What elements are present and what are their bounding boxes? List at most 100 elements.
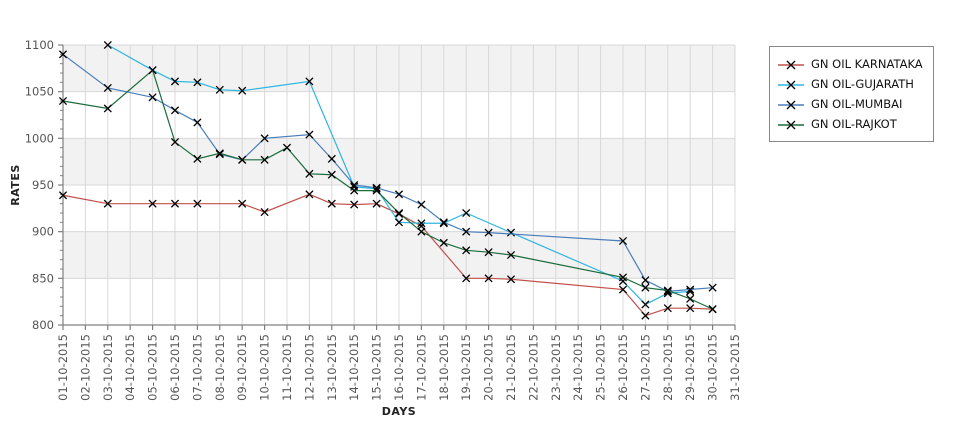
legend-marker-icon [778,117,804,131]
legend-item[interactable]: GN OIL-GUJARATH [778,74,923,94]
legend-item[interactable]: GN OIL-RAJKOT [778,114,923,134]
data-point-marker [506,228,516,237]
data-point-marker [417,227,426,236]
data-point-marker [372,186,381,195]
y-tick-label: 1000 [25,131,54,145]
data-point-marker [484,274,493,283]
legend-marker-icon [778,77,804,91]
x-tick-label: 01-10-2015 [56,334,70,401]
data-point-marker [260,134,269,143]
x-tick-label: 08-10-2015 [213,334,227,401]
data-point-marker [618,236,628,246]
data-point-marker [462,227,471,236]
data-point-marker [170,138,180,147]
x-tick-label: 24-10-2015 [571,334,585,401]
data-point-marker [394,208,404,218]
data-point-marker [305,190,314,199]
x-tick-label: 25-10-2015 [594,334,608,401]
data-point-marker [663,287,672,296]
data-point-marker [148,199,157,208]
data-point-marker [708,305,717,314]
x-tick-label: 02-10-2015 [78,334,92,401]
data-point-marker [663,286,672,295]
data-point-marker [238,86,247,95]
x-axis-title: DAYS [382,405,416,418]
data-point-marker [215,85,224,94]
series-line [62,53,713,293]
data-point-marker [282,143,292,152]
data-point-marker [462,208,471,218]
data-point-marker [170,199,180,208]
series-gn-oil-rajkot [58,66,717,314]
data-point-marker [58,191,68,200]
data-point-marker [641,300,650,309]
x-tick-label: 20-10-2015 [482,334,496,401]
data-point-marker [193,78,202,87]
data-point-marker [506,250,516,260]
x-tick-label: 27-10-2015 [638,334,652,401]
x-tick-label: 28-10-2015 [661,334,675,401]
x-tick-label: 05-10-2015 [146,334,160,401]
legend-item-label: GN OIL-MUMBAI [811,97,903,111]
data-point-marker [641,311,650,320]
data-point-marker [686,285,695,294]
data-point-marker [350,200,359,209]
data-point-marker [193,199,202,208]
legend-marker-icon [778,57,804,71]
data-point-marker [372,199,381,208]
x-tick-label: 23-10-2015 [549,334,563,401]
x-tick-label: 14-10-2015 [347,334,361,401]
data-point-marker [350,186,359,195]
x-tick-label: 11-10-2015 [280,334,294,401]
x-tick-label: 12-10-2015 [302,334,316,401]
data-point-marker [193,154,202,163]
data-point-marker [170,77,180,86]
legend-item[interactable]: GN OIL-MUMBAI [778,94,923,114]
data-point-marker [663,304,672,313]
data-point-marker [484,228,493,237]
x-tick-label: 21-10-2015 [504,334,518,401]
data-point-marker [327,170,336,179]
data-point-marker [417,219,426,228]
data-point-marker [439,218,448,227]
data-point-marker [305,169,314,178]
data-point-marker [506,275,516,284]
series-line [107,44,691,306]
legend-item[interactable]: GN OIL KARNATAKA [778,54,923,74]
legend-item-label: GN OIL-RAJKOT [811,117,897,131]
x-tick-label: 16-10-2015 [392,334,406,401]
x-tick-label: 18-10-2015 [437,334,451,401]
data-point-marker [439,238,448,247]
data-point-marker [170,106,180,115]
data-point-marker [641,276,650,285]
x-tick-label: 09-10-2015 [235,334,249,401]
x-tick-label: 17-10-2015 [414,334,428,401]
data-point-marker [58,96,68,106]
x-tick-label: 13-10-2015 [325,334,339,401]
data-point-marker [148,93,157,102]
data-point-marker [238,155,247,164]
x-tick-label: 29-10-2015 [683,334,697,401]
data-point-marker [305,77,314,86]
data-point-marker [148,66,157,75]
data-point-marker [462,246,471,255]
x-tick-label: 30-10-2015 [706,334,720,401]
data-point-marker [618,273,628,282]
data-point-marker [462,274,471,283]
y-tick-label: 850 [32,271,54,285]
y-tick-label: 900 [32,225,54,239]
data-point-marker [641,283,650,292]
data-point-marker [238,199,247,208]
line-chart: 800 850 900 950 1000 1050 1100 01-10-2015 02-10-… [9,38,742,418]
x-tick-label: 04-10-2015 [123,334,137,401]
x-tick-label: 06-10-2015 [168,334,182,401]
x-tick-label: 19-10-2015 [459,334,473,401]
data-point-marker [327,199,336,208]
legend-item-label: GN OIL-GUJARATH [811,77,914,91]
y-tick-label: 1050 [25,85,54,99]
x-tick-label: 15-10-2015 [370,334,384,401]
data-point-marker [305,130,314,139]
chart-canvas: 800 850 900 950 1000 1050 1100 01-10-2015 02-10-… [9,38,742,418]
x-tick-label: 31-10-2015 [728,334,742,401]
